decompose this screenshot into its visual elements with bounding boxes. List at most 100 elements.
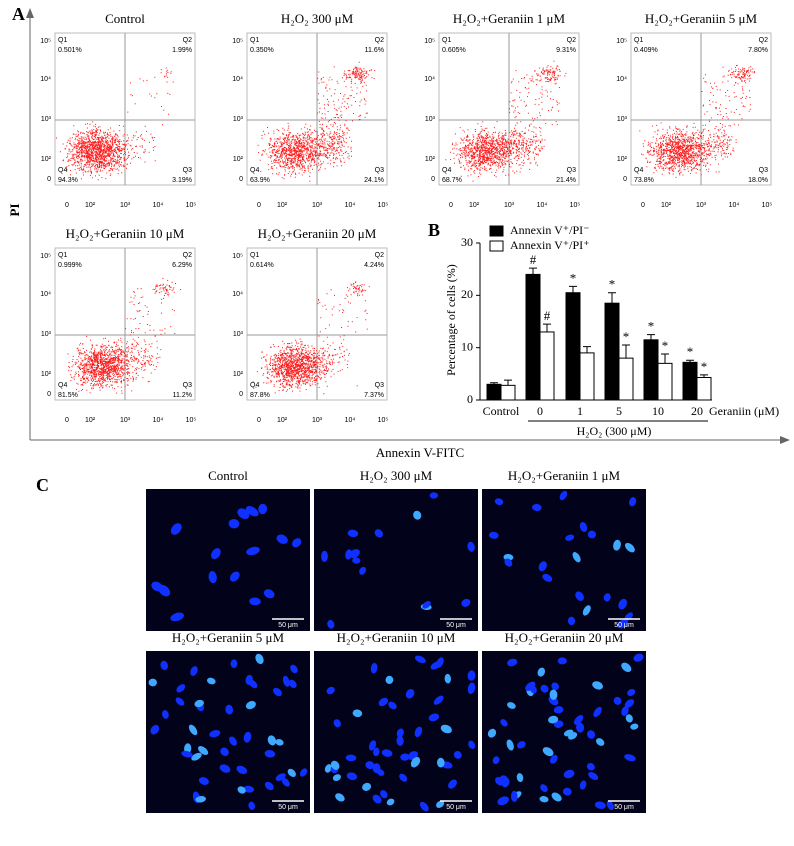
nucleus: [621, 706, 629, 716]
error-bar: [529, 267, 537, 275]
quadrant-name: Q2: [183, 252, 192, 259]
legend-label: Annexin V⁺/PI⁻: [510, 223, 589, 237]
legend-label: Annexin V⁺/PI⁺: [510, 238, 589, 252]
plot-title: H₂O₂+Geraniin 1 μM: [453, 11, 566, 26]
nucleus: [258, 503, 268, 515]
bar: [500, 384, 516, 401]
nucleus: [299, 768, 308, 777]
nucleus: [593, 706, 602, 718]
micrograph: [146, 651, 310, 813]
x-tick-label: 10⁵: [378, 417, 389, 424]
micrograph: [482, 651, 646, 813]
nucleus: [396, 728, 404, 738]
nucleus: [335, 793, 345, 802]
quadrant-name: Q2: [183, 37, 192, 44]
x-tick-label: 10⁴: [153, 202, 164, 209]
nucleus: [510, 790, 518, 802]
nucleus: [255, 653, 264, 665]
x-axis-label: Annexin V-FITC: [376, 445, 464, 460]
nucleus: [579, 780, 587, 790]
nucleus: [399, 773, 408, 782]
nucleus: [497, 796, 509, 806]
quadrant-name: Q4: [250, 167, 259, 174]
nucleus: [596, 738, 605, 746]
nucleus: [582, 605, 591, 616]
nucleus: [500, 775, 509, 783]
nucleus: [170, 523, 182, 535]
y-tick-label: 10⁴: [40, 76, 51, 83]
nucleus: [624, 542, 635, 553]
image-title: H₂O₂+Geraniin 20 μM: [505, 630, 624, 645]
y-tick-label: 10²: [41, 156, 52, 163]
error-bar: [490, 382, 498, 385]
nucleus: [494, 498, 504, 506]
quadrant-name: Q4: [58, 167, 67, 174]
event-dots: [639, 64, 756, 178]
nucleus: [467, 682, 476, 695]
quadrant-name: Q2: [567, 37, 576, 44]
quadrant-value: 94.3%: [58, 177, 78, 184]
x-tick-label: 10⁵: [378, 202, 389, 209]
error-bar: [543, 323, 551, 332]
quadrant-value: 6.29%: [172, 262, 192, 269]
nucleus: [158, 584, 171, 597]
nucleus: [225, 704, 234, 715]
nucleus: [245, 674, 253, 685]
nucleus: [346, 772, 358, 781]
nucleus: [617, 619, 628, 629]
x-tick-label: 10⁴: [729, 202, 740, 209]
nucleus: [236, 765, 248, 775]
nucleus: [267, 735, 277, 746]
nucleus: [627, 688, 636, 697]
event-dots: [445, 60, 567, 182]
nucleus: [487, 728, 497, 738]
nucleus: [565, 534, 575, 541]
legend-swatch: [489, 240, 504, 252]
nucleus: [263, 589, 275, 599]
y-tick-label: 10⁵: [232, 38, 243, 45]
quadrant-value: 87.8%: [250, 392, 270, 399]
scale-bar-label: 50 μm: [278, 622, 298, 629]
quadrant-value: 7.80%: [748, 47, 768, 54]
x-tick-label: Control: [483, 404, 520, 418]
nucleus: [542, 747, 554, 757]
x-tick-label: 10⁵: [186, 202, 197, 209]
nucleus: [428, 713, 440, 722]
nucleus: [433, 695, 444, 705]
quadrant-value: 68.7%: [442, 177, 462, 184]
nucleus: [352, 709, 363, 718]
nucleus: [603, 593, 611, 602]
nucleus: [175, 697, 185, 706]
nucleus: [229, 571, 240, 582]
quadrant-value: 0.614%: [250, 262, 274, 269]
nucleus: [624, 754, 636, 762]
nucleus: [194, 699, 204, 708]
x-tick-label: 0: [65, 202, 69, 209]
legend-swatch: [489, 225, 504, 237]
panel-label: C: [36, 475, 49, 495]
nucleus: [488, 531, 499, 539]
nucleus: [211, 548, 221, 560]
y-tick-label: 10⁴: [232, 291, 243, 298]
y-tick-label: 10: [461, 339, 473, 353]
quadrant-name: Q3: [375, 382, 384, 389]
nucleus: [400, 753, 410, 761]
x-tick-label: 10³: [120, 202, 131, 209]
scale-bar-label: 50 μm: [614, 804, 634, 811]
nucleus: [228, 518, 240, 529]
nucleus: [461, 598, 471, 607]
nucleus: [629, 497, 637, 507]
error-bar: [622, 344, 630, 359]
significance-mark: #: [530, 252, 537, 267]
quadrant-value: 7.37%: [364, 392, 384, 399]
nucleus: [276, 534, 288, 544]
nucleus: [621, 662, 632, 672]
nucleus: [551, 682, 560, 691]
bar: [565, 292, 581, 401]
nucleus: [467, 541, 475, 552]
x-tick-label: 10⁵: [186, 417, 197, 424]
bar: [682, 361, 698, 401]
nucleus: [237, 786, 246, 794]
quadrant-value: 21.4%: [556, 177, 576, 184]
nucleus: [191, 752, 202, 761]
